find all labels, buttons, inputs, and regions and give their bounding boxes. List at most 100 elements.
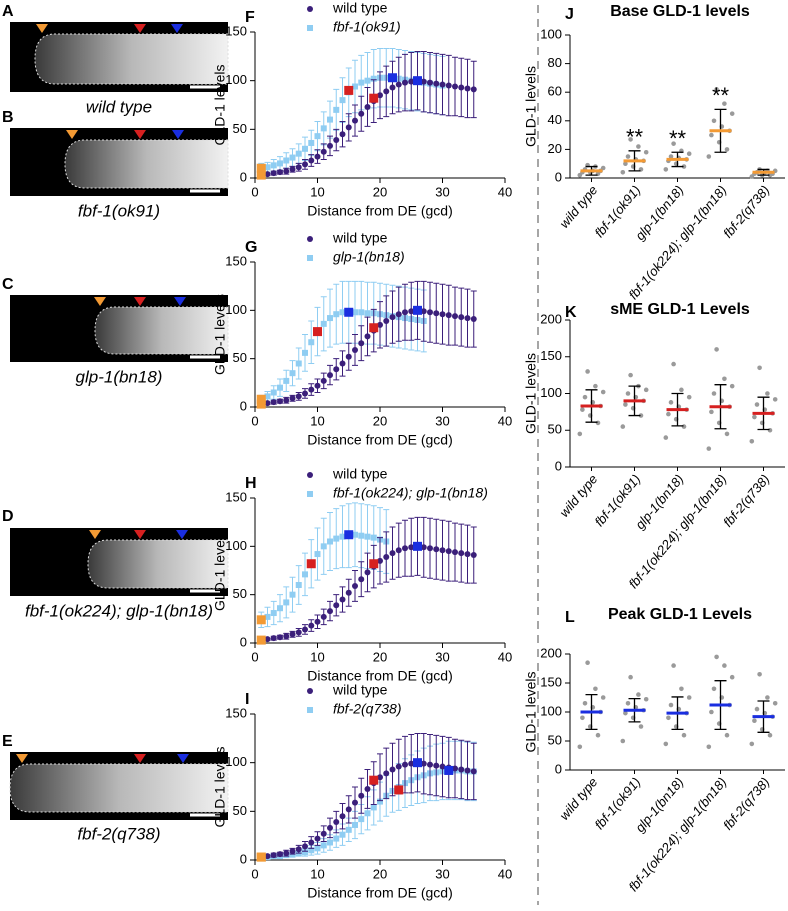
data-point xyxy=(302,571,308,578)
data-point xyxy=(358,309,365,316)
data-point xyxy=(339,596,346,603)
data-point xyxy=(339,813,346,820)
x-tick-label: 0 xyxy=(251,866,258,881)
legend-symbol xyxy=(307,688,313,694)
data-point xyxy=(593,383,598,389)
data-point xyxy=(283,397,290,404)
chart-title: Peak GLD-1 Levels xyxy=(608,606,752,623)
data-point xyxy=(270,399,277,406)
x-tick-label: 10 xyxy=(310,649,324,664)
y-tick-label: 100 xyxy=(225,538,247,553)
data-point xyxy=(264,400,271,407)
significance: ** xyxy=(669,126,687,151)
data-point xyxy=(452,765,458,772)
x-axis-label: Distance from DE (gcd) xyxy=(307,432,452,448)
legend-symbol xyxy=(307,255,313,261)
landmark-marker xyxy=(394,785,404,795)
data-point xyxy=(283,168,290,175)
data-point xyxy=(754,402,760,407)
x-tick-label: 20 xyxy=(373,649,387,664)
data-point xyxy=(389,766,396,773)
data-point xyxy=(389,314,396,321)
panel-letter: I xyxy=(245,691,249,708)
data-point xyxy=(395,763,402,770)
data-point xyxy=(452,313,458,320)
data-point xyxy=(264,171,271,178)
data-point xyxy=(643,149,649,155)
landmark-marker xyxy=(256,163,266,173)
data-point xyxy=(289,154,296,161)
panel-letter: C xyxy=(2,276,14,293)
y-tick-label: 50 xyxy=(233,586,247,601)
data-point xyxy=(345,124,352,131)
arrowhead xyxy=(16,754,28,763)
data-point xyxy=(749,438,755,444)
y-tick-label: 50 xyxy=(233,350,247,365)
data-point xyxy=(638,413,644,418)
data-point xyxy=(270,170,277,177)
data-point xyxy=(681,164,687,169)
data-point xyxy=(402,309,408,316)
y-tick-label: 150 xyxy=(225,23,247,38)
data-point xyxy=(352,83,358,90)
data-point xyxy=(711,391,717,396)
data-point xyxy=(445,82,452,89)
data-point xyxy=(671,361,676,367)
data-point xyxy=(395,81,402,88)
data-point xyxy=(420,544,427,551)
data-point xyxy=(295,150,302,157)
data-point xyxy=(671,663,676,668)
legend-label: wild type xyxy=(332,466,388,482)
y-tick-label: 150 xyxy=(540,674,562,689)
landmark-marker xyxy=(256,394,266,404)
data-point xyxy=(364,77,371,84)
data-point xyxy=(724,431,730,437)
data-point xyxy=(620,169,626,175)
arrowhead xyxy=(134,530,146,539)
data-point xyxy=(308,157,315,164)
image-caption: glp-1(bn18) xyxy=(76,367,163,386)
data-point xyxy=(377,774,383,781)
data-point xyxy=(679,686,684,692)
data-point xyxy=(383,317,390,324)
data-point xyxy=(767,427,773,433)
data-point xyxy=(377,92,383,99)
data-point xyxy=(270,852,277,859)
data-point xyxy=(711,118,717,124)
data-point xyxy=(765,695,770,700)
gonad xyxy=(64,139,229,189)
data-point xyxy=(308,339,315,346)
data-point xyxy=(327,538,333,545)
legend-label: wild type xyxy=(332,0,388,16)
data-point xyxy=(389,550,396,557)
data-point xyxy=(295,846,302,853)
data-point xyxy=(358,816,365,823)
data-point xyxy=(327,315,333,322)
data-point xyxy=(433,80,440,87)
arrowhead xyxy=(66,130,78,139)
data-point xyxy=(711,686,717,692)
data-point xyxy=(600,695,606,700)
data-point xyxy=(445,312,452,319)
data-point xyxy=(445,548,452,555)
x-tick-label: 20 xyxy=(373,184,387,199)
data-point xyxy=(666,411,671,417)
data-point xyxy=(668,400,674,405)
image-caption: fbf-1(ok91) xyxy=(78,201,160,220)
legend-label: fbf-1(ok91) xyxy=(333,19,401,35)
y-axis-label: GLD-1 levels xyxy=(212,747,228,828)
data-point xyxy=(628,372,633,378)
data-point xyxy=(364,569,371,576)
data-point xyxy=(302,145,308,152)
data-point xyxy=(352,821,358,828)
data-point xyxy=(752,718,757,723)
y-tick-label: 100 xyxy=(225,72,247,87)
y-tick-label: 80 xyxy=(548,55,562,70)
data-point xyxy=(402,761,408,768)
x-tick-label: 30 xyxy=(435,413,449,428)
arrowhead xyxy=(134,24,146,33)
data-point xyxy=(283,850,290,857)
data-point xyxy=(681,424,687,429)
data-point xyxy=(628,674,633,680)
panel-letter: A xyxy=(2,3,14,20)
